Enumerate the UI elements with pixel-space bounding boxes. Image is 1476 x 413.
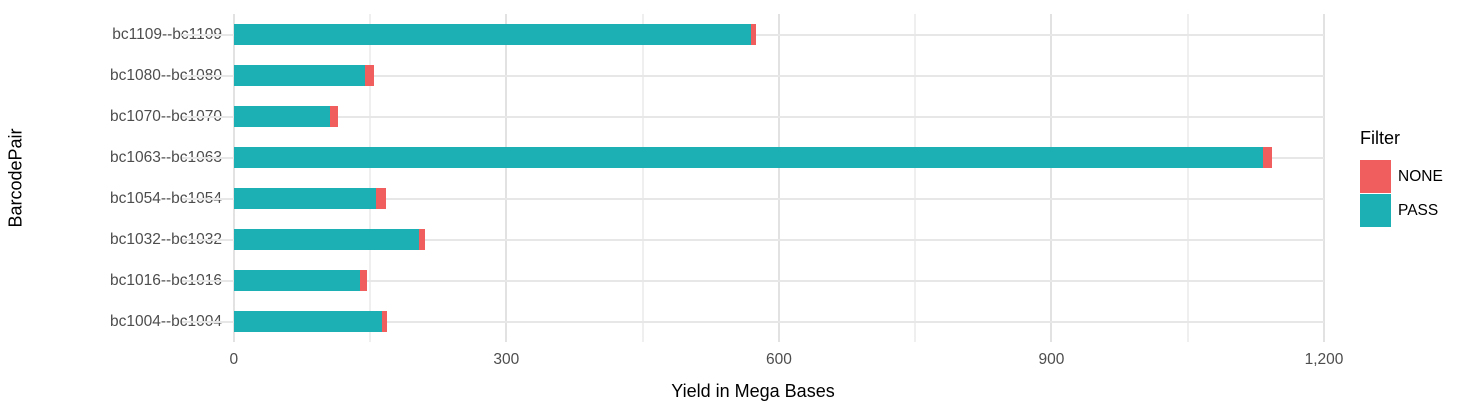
legend-swatch-pass bbox=[1360, 194, 1391, 227]
y-axis-label: bc1080--bc1080 bbox=[109, 66, 222, 84]
bar-row bbox=[233, 311, 388, 332]
x-tick-label: 0 bbox=[229, 351, 239, 368]
bar-segment-none bbox=[750, 24, 757, 45]
legend-label-none: NONE bbox=[1398, 167, 1443, 185]
gridline-x-major bbox=[505, 14, 508, 342]
legend: Filter NONE PASS bbox=[1360, 128, 1443, 228]
gridline-y bbox=[182, 74, 1324, 77]
bar-segment-pass bbox=[233, 24, 751, 45]
y-axis-label: bc1063--bc1063 bbox=[109, 148, 222, 166]
bar-segment-none bbox=[375, 188, 387, 209]
gridline-y bbox=[182, 279, 1324, 282]
gridline-x-minor bbox=[369, 14, 372, 342]
x-axis-title: Yield in Mega Bases bbox=[671, 381, 835, 401]
bar-segment-none bbox=[1263, 147, 1273, 168]
y-axis-title: BarcodePair bbox=[5, 128, 26, 228]
bar-segment-pass bbox=[233, 106, 331, 127]
bar-row bbox=[233, 147, 1273, 168]
legend-item-none: NONE bbox=[1360, 160, 1443, 193]
gridline-x-major bbox=[1323, 14, 1325, 342]
x-tick-label: 600 bbox=[765, 351, 792, 368]
bar-segment-pass bbox=[233, 311, 382, 332]
bar-row bbox=[233, 65, 374, 86]
bar-segment-none bbox=[360, 270, 368, 291]
bar-segment-pass bbox=[233, 270, 361, 291]
bar-row bbox=[233, 106, 339, 127]
bar-row bbox=[233, 229, 426, 250]
x-tick-label: 300 bbox=[493, 351, 520, 368]
gridline-x-minor bbox=[641, 14, 644, 342]
bar-row bbox=[233, 24, 757, 45]
gridline-x-minor bbox=[914, 14, 917, 342]
bar-segment-pass bbox=[233, 188, 376, 209]
legend-swatch-none bbox=[1360, 160, 1391, 193]
legend-item-pass: PASS bbox=[1360, 194, 1443, 227]
gridline-y bbox=[182, 115, 1324, 118]
bar-segment-pass bbox=[233, 229, 420, 250]
gridline-y bbox=[182, 238, 1324, 241]
y-axis-label: bc1004--bc1004 bbox=[109, 312, 222, 330]
gridline-y bbox=[182, 320, 1324, 323]
bar-segment-pass bbox=[233, 65, 365, 86]
plot-panel bbox=[182, 14, 1325, 342]
bar-segment-none bbox=[419, 229, 426, 250]
x-tick-label: 1,200 bbox=[1304, 351, 1344, 368]
legend-label-pass: PASS bbox=[1398, 201, 1439, 219]
y-axis-label: bc1016--bc1016 bbox=[109, 271, 222, 289]
gridline-x-minor bbox=[1186, 14, 1189, 342]
y-axis-label: bc1109--bc1109 bbox=[112, 25, 222, 43]
bar-segment-pass bbox=[233, 147, 1264, 168]
bar-row bbox=[233, 270, 368, 291]
gridline-x-major bbox=[1050, 14, 1053, 342]
y-axis-label: bc1032--bc1032 bbox=[109, 230, 222, 248]
bar-segment-none bbox=[381, 311, 388, 332]
legend-title: Filter bbox=[1360, 128, 1400, 148]
y-axis-label: bc1070--bc1070 bbox=[109, 107, 222, 125]
bar-segment-none bbox=[330, 106, 339, 127]
y-axis-label: bc1054--bc1054 bbox=[109, 189, 222, 207]
gridline-y bbox=[182, 197, 1324, 200]
gridline-x-major bbox=[232, 14, 235, 342]
bar-row bbox=[233, 188, 387, 209]
bar-segment-none bbox=[364, 65, 374, 86]
gridline-x-major bbox=[777, 14, 780, 342]
x-tick-label: 900 bbox=[1038, 351, 1065, 368]
